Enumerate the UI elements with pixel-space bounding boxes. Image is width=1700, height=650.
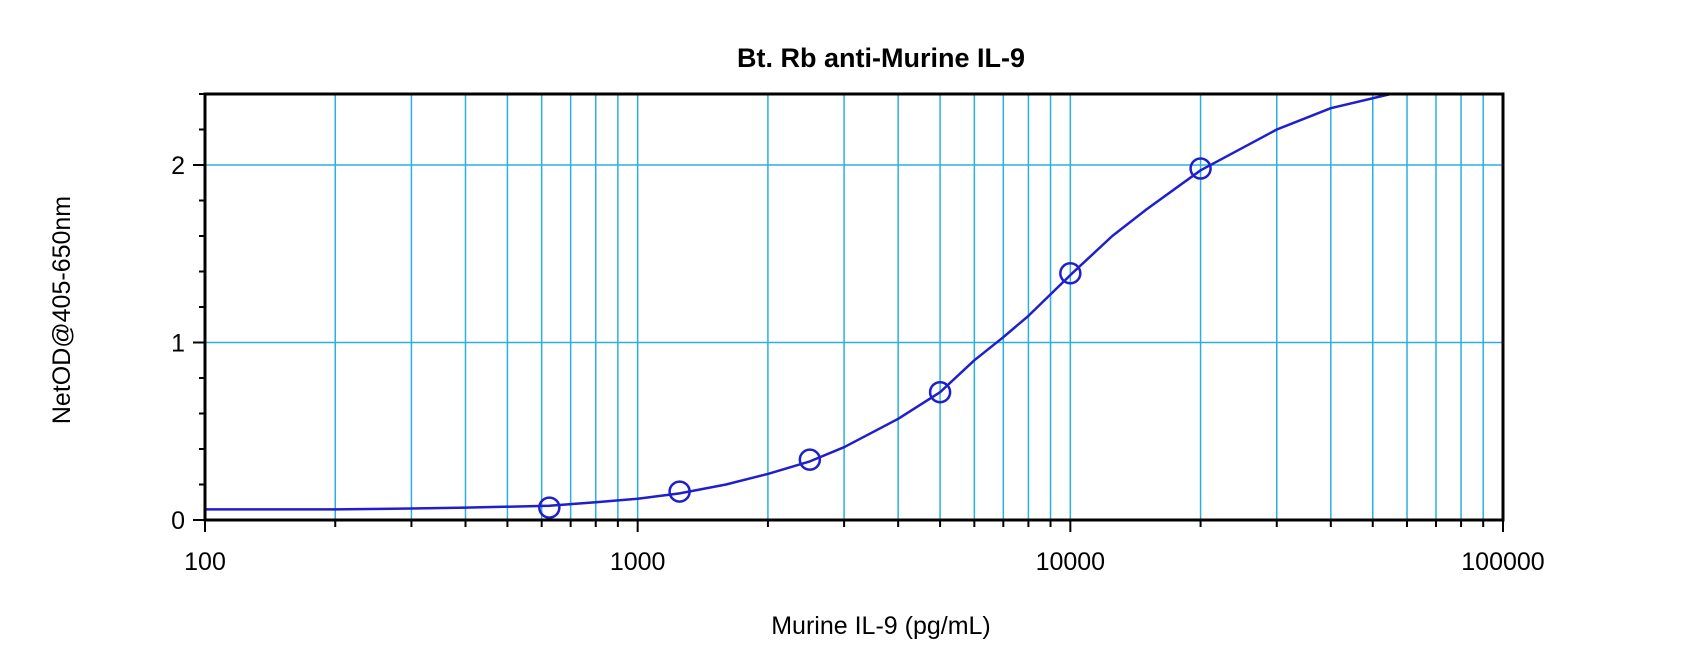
- y-tick-label: 0: [171, 507, 185, 535]
- data-point: [668, 480, 691, 503]
- plot-frame: [203, 92, 1505, 522]
- y-axis-label: NetOD@405-650nm: [48, 196, 76, 424]
- x-tick-label: 100: [184, 548, 226, 576]
- grid-lines: [205, 94, 1503, 520]
- y-tick-label: 2: [171, 152, 185, 180]
- y-tick-label: 1: [171, 330, 185, 358]
- data-point: [928, 380, 952, 404]
- chart-title: Bt. Rb anti-Murine IL-9: [737, 43, 1025, 73]
- axis-ticks: [193, 93, 1504, 532]
- fit-curve: [205, 92, 1391, 511]
- x-tick-labels: 100 1000 10000 100000: [184, 548, 1545, 576]
- x-axis-label: Murine IL-9 (pg/mL): [771, 612, 991, 640]
- x-tick-label: 100000: [1461, 548, 1544, 576]
- x-tick-label: 10000: [1036, 548, 1106, 576]
- data-point: [1059, 262, 1082, 285]
- data-point: [798, 448, 822, 471]
- data-point: [1189, 157, 1212, 180]
- data-point: [538, 496, 561, 519]
- y-tick-labels: 0 1 2: [171, 152, 185, 535]
- x-tick-label: 1000: [610, 548, 666, 576]
- fit-curve-layer: [205, 92, 1391, 511]
- data-points: [538, 157, 1212, 519]
